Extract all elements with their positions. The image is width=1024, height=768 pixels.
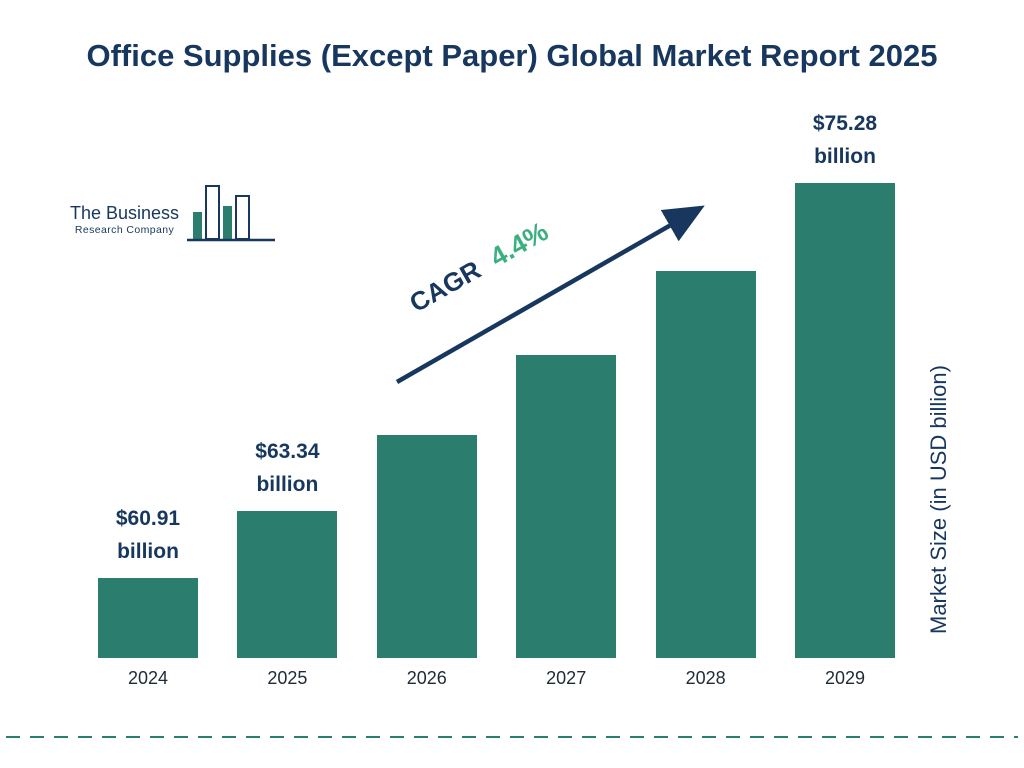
value-label-2024: $60.91 billion: [115, 507, 181, 563]
value-label-2025: $63.34 billion: [255, 440, 320, 497]
logo: The Business Research Company: [70, 180, 277, 244]
bar-2024: [98, 578, 198, 658]
x-tick-2028: 2028: [685, 668, 726, 688]
logo-name-line2: Research Company: [74, 224, 175, 236]
x-tick-2027: 2027: [546, 668, 587, 688]
bar-2025: [237, 511, 338, 658]
x-tick-2026: 2026: [406, 668, 447, 688]
bottom-dashed-divider: [6, 736, 1018, 738]
bar-2028: [655, 270, 756, 658]
bar-2027: [516, 354, 617, 658]
logo-name-line1: The Business: [70, 203, 180, 223]
page-title: Office Supplies (Except Paper) Global Ma…: [86, 38, 938, 73]
cagr-trend-arrow: [395, 205, 705, 384]
logo-bars-icon: [187, 185, 276, 242]
bar-2026: [376, 434, 477, 658]
logo-text: The Business Research Company: [70, 203, 179, 244]
y-axis-label: Market Size (in USD billion): [926, 365, 951, 635]
x-tick-2025: 2025: [267, 668, 308, 688]
x-tick-2024: 2024: [127, 668, 169, 688]
x-tick-2029: 2029: [824, 668, 866, 688]
value-label-2029: $75.28 billion: [812, 112, 878, 168]
bar-2029: [795, 183, 895, 658]
